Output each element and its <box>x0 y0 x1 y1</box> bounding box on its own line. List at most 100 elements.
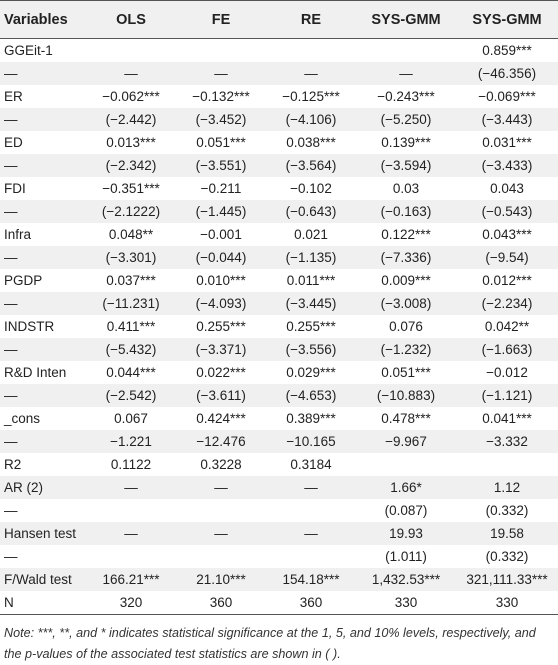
table-cell: 0.044*** <box>106 365 156 380</box>
table-cell: 0.009*** <box>381 273 431 288</box>
header-row: Variables OLS FE RE SYS-GMM SYS-GMM <box>0 0 558 39</box>
table-cell: (−3.433) <box>456 154 558 177</box>
table-cell: 0.067 <box>114 411 148 426</box>
table-cell: 0.010*** <box>196 273 246 288</box>
table-cell: 0.859*** <box>482 43 532 58</box>
table-cell <box>456 453 558 476</box>
table-cell: 0.3228 <box>200 457 242 472</box>
table-cell: (−3.611) <box>176 384 266 407</box>
table-row: PGDP 0.037*** 0.010*** 0.011*** 0.009*** 0.01… <box>0 269 558 292</box>
table-cell: 0.051*** <box>381 365 431 380</box>
table-cell: (−2.542) <box>86 384 176 407</box>
table-row: — −1.221 −12.476 −10.165 −9.967 −3.332 <box>0 430 558 453</box>
table-cell: 1,432.53*** <box>356 568 456 591</box>
row-label: — <box>0 154 86 177</box>
table-cell: 0.03 <box>392 181 420 196</box>
table-cell: (−4.106) <box>266 108 356 131</box>
table-cell: 0.038*** <box>286 135 336 150</box>
table-cell: −0.132*** <box>192 89 250 104</box>
table-cell: (−0.163) <box>356 200 456 223</box>
table-cell: −0.351*** <box>102 181 160 196</box>
table-row: Infra 0.048** −0.001 0.021 0.122*** 0.043*** <box>0 223 558 246</box>
table-row: FDI −0.351*** −0.211 −0.102 0.03 0.043 <box>0 177 558 200</box>
table-cell: 166.21*** <box>86 568 176 591</box>
table-row: INDSTR 0.411*** 0.255*** 0.255*** 0.076 0.042… <box>0 315 558 338</box>
table-cell: (−3.371) <box>176 338 266 361</box>
table-cell: — <box>266 62 356 85</box>
row-label: — <box>0 338 86 361</box>
table-row: — (−2.442) (−3.452) (−4.106) (−5.250) (−3.443… <box>0 108 558 131</box>
table-cell <box>176 545 266 568</box>
header-fe: FE <box>176 0 266 39</box>
table-cell: (0.087) <box>384 503 428 518</box>
table-cell: 0.051*** <box>196 135 246 150</box>
table-cell: (1.011) <box>385 549 427 564</box>
table-row: R2 0.1122 0.3228 0.3184 <box>0 453 558 476</box>
row-label: Hansen test <box>0 522 86 545</box>
table-cell: −0.243*** <box>377 89 435 104</box>
table-row: _cons 0.067 0.424*** 0.389*** 0.478*** 0.041*… <box>0 407 558 430</box>
table-cell: — <box>266 476 356 499</box>
row-label: F/Wald test <box>0 568 86 591</box>
row-label: FDI <box>4 181 26 196</box>
table-cell: (−3.564) <box>266 154 356 177</box>
table-cell: (−9.54) <box>456 246 558 269</box>
row-label: R&D Inten <box>4 365 67 380</box>
row-label: R2 <box>4 457 22 472</box>
table-cell: (−0.643) <box>266 200 356 223</box>
table-cell: −0.001 <box>200 227 242 242</box>
table-cell <box>86 499 176 522</box>
table-row: AR (2) — — —1.66* 1.12 <box>0 476 558 499</box>
table-header: Variables OLS FE RE SYS-GMM SYS-GMM <box>0 0 558 39</box>
table-row: N 320 360 360 330 330 <box>0 591 558 615</box>
table-row: R&D Inten 0.044*** 0.022*** 0.029*** 0.051**… <box>0 361 558 384</box>
table-row: — (−3.301) (−0.044) (−1.135) (−7.336) (−9.54) <box>0 246 558 269</box>
row-label: — <box>4 503 18 518</box>
table-cell: — <box>266 522 356 545</box>
table-cell: (−46.356) <box>456 62 558 85</box>
table-cell: (−1.663) <box>456 338 558 361</box>
table-cell: 154.18*** <box>266 568 356 591</box>
table-row: — (1.011) (0.332) <box>0 545 558 568</box>
row-label: GGEit-1 <box>4 43 53 58</box>
table-cell: 0.255*** <box>196 319 246 334</box>
table-row: GGEit-1 0.859*** <box>0 39 558 63</box>
table-cell: (−4.653) <box>266 384 356 407</box>
table-cell: 19.93 <box>356 522 456 545</box>
table-row: ER −0.062*** −0.132*** −0.125*** −0.243*** −0… <box>0 85 558 108</box>
table-cell: (−7.336) <box>356 246 456 269</box>
table-cell <box>266 39 356 63</box>
row-label: Infra <box>4 227 32 242</box>
table-cell: (−1.445) <box>176 200 266 223</box>
table-cell: −0.211 <box>200 181 242 196</box>
table-cell: (−1.121) <box>456 384 558 407</box>
table-cell: (−1.135) <box>266 246 356 269</box>
table-cell: 330 <box>356 591 456 615</box>
row-label: — <box>0 62 86 85</box>
table-cell: 320 <box>86 591 176 615</box>
table-cell: (−0.543) <box>456 200 558 223</box>
table-cell <box>356 39 456 63</box>
table-cell: (−2.442) <box>86 108 176 131</box>
table-cell: 0.043*** <box>482 227 532 242</box>
row-label: PGDP <box>4 273 43 288</box>
table-cell: (−3.452) <box>176 108 266 131</box>
table-cell: −1.221 <box>86 430 176 453</box>
table-cell: 19.58 <box>456 522 558 545</box>
table-cell: −0.069*** <box>478 89 536 104</box>
table-cell: (−3.301) <box>86 246 176 269</box>
table-cell: (−5.432) <box>86 338 176 361</box>
table-cell: 321,111.33*** <box>456 568 558 591</box>
table-cell: −0.102 <box>290 181 332 196</box>
table-cell <box>176 39 266 63</box>
row-label: ER <box>4 89 23 104</box>
table-cell: 0.013*** <box>106 135 156 150</box>
table-cell: (0.332) <box>485 549 529 564</box>
table-cell: 0.037*** <box>106 273 156 288</box>
table-cell: (−3.551) <box>176 154 266 177</box>
table-cell <box>86 39 176 63</box>
table-cell: (−3.445) <box>266 292 356 315</box>
table-cell: 360 <box>266 591 356 615</box>
table-cell: — <box>86 476 176 499</box>
row-label: — <box>0 384 86 407</box>
